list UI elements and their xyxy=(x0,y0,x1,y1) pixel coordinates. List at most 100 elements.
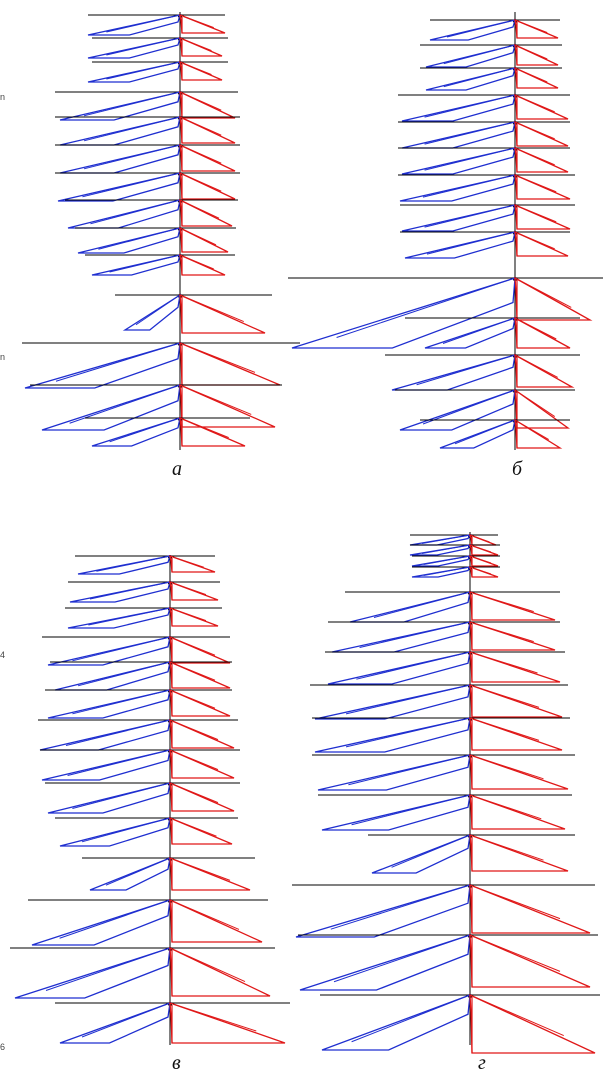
caption-b: б xyxy=(512,458,523,480)
panel-a-unit-9-right-diagonal xyxy=(179,227,217,246)
panel-a-unit-5-left-diagonal xyxy=(83,116,181,142)
panel-b-unit-12-right-diagonal xyxy=(514,354,558,378)
panel-a-unit-14-right-diagonal xyxy=(179,417,229,439)
panel-g-unit-3-right-diagonal xyxy=(469,555,492,564)
panel-g-unit-4-left-diagonal xyxy=(423,566,471,576)
panel-g-unit-14-left-polygon xyxy=(299,934,471,991)
panel-g-unit-4-right-diagonal xyxy=(469,566,492,575)
panel-b-unit-5-right-diagonal xyxy=(514,121,555,140)
panel-v-unit-14-left-polygon xyxy=(59,1002,171,1044)
panel-g-unit-15-left-diagonal xyxy=(351,994,471,1043)
panel-a-unit-12-left-polygon xyxy=(24,342,181,389)
panel-v-unit-6-left-polygon xyxy=(47,689,171,719)
panel-g-unit-2-left-diagonal xyxy=(421,544,471,554)
panel-v-unit-1-right-diagonal xyxy=(169,555,204,568)
panel-b-unit-7-right-diagonal xyxy=(514,174,557,193)
panel-b-unit-9-left-polygon xyxy=(404,231,516,259)
panel-b-unit-10-left-polygon xyxy=(291,277,516,349)
panel-v-unit-11-right-diagonal xyxy=(169,857,231,881)
side-mark-4: 6 xyxy=(0,1042,6,1052)
panel-a-unit-3-left-polygon xyxy=(87,61,181,83)
panel-v-unit-2-left-polygon xyxy=(69,581,171,603)
panel-a-unit-7-right-diagonal xyxy=(179,172,222,192)
panel-a-unit-3-right-diagonal xyxy=(179,61,212,76)
panel-g-unit-13-left-diagonal xyxy=(330,884,471,930)
panel-g-unit-1-left-diagonal xyxy=(421,534,471,544)
panel-b-unit-2-left-polygon xyxy=(425,44,516,68)
panel-v-unit-8-left-diagonal xyxy=(67,749,171,776)
panel-v-unit-4-right-diagonal xyxy=(169,636,216,656)
panel-v-unit-10-left-diagonal xyxy=(81,817,171,843)
panel-v-unit-11-left-diagonal xyxy=(105,857,171,886)
panel-a-unit-10-right-diagonal xyxy=(179,254,214,270)
panel-g-unit-8-right-diagonal xyxy=(469,684,540,708)
panel-b-unit-6-left-diagonal xyxy=(424,147,516,171)
panel-b-unit-7-left-diagonal xyxy=(422,174,516,198)
panel-a-unit-3-left-diagonal xyxy=(106,61,181,80)
panel-b-unit-5-left-diagonal xyxy=(424,121,516,145)
panel-b-unit-14-right-diagonal xyxy=(514,419,550,441)
panel-g-unit-5-right-diagonal xyxy=(469,591,534,613)
panel-g-unit-7-right-diagonal xyxy=(469,651,538,674)
panel-v-unit-9-left-diagonal xyxy=(72,782,171,809)
panel-v-unit-12-left-polygon xyxy=(31,899,171,946)
panel-g-unit-12-right-diagonal xyxy=(469,834,544,861)
panel-g-unit-7-left-polygon xyxy=(327,651,471,685)
panel-a-unit-14-left-diagonal xyxy=(109,417,181,443)
panel-a-unit-2-right-diagonal xyxy=(179,37,212,52)
panel-b-unit-3-left-polygon xyxy=(425,67,516,91)
panel-a-unit-8-left-diagonal xyxy=(90,199,181,225)
panel-a-unit-11-left-diagonal xyxy=(135,294,181,326)
panel-v-unit-4-left-diagonal xyxy=(72,636,171,662)
panel-v-unit-3-left-polygon xyxy=(67,607,171,629)
panel-a-unit-10-left-polygon xyxy=(91,254,181,276)
panel-g-unit-9-left-diagonal xyxy=(345,717,471,748)
panel-g-unit-6-right-diagonal xyxy=(469,621,534,643)
panel-v-unit-5-right-diagonal xyxy=(169,661,216,681)
panel-g-unit-14-left-diagonal xyxy=(333,934,471,983)
panel-v-unit-2-right-diagonal xyxy=(169,581,207,596)
panel-a-unit-8-right-diagonal xyxy=(179,199,220,219)
caption-g: г xyxy=(478,1052,486,1074)
side-mark-1: n xyxy=(0,92,6,102)
panel-v-unit-11-left-polygon xyxy=(89,856,171,891)
panel-g-unit-15-right-polygon xyxy=(469,993,596,1054)
panel-b-unit-13-left-diagonal xyxy=(422,389,516,425)
panel-v-unit-9-right-diagonal xyxy=(169,782,219,804)
panel-g-unit-10-right-diagonal xyxy=(469,754,544,780)
panel-a-unit-9-left-diagonal xyxy=(98,227,181,250)
panel-b-unit-3-right-diagonal xyxy=(514,67,548,83)
panel-a-unit-13-left-polygon xyxy=(41,384,181,431)
panel-g-unit-8-left-polygon xyxy=(314,684,471,720)
panel-a-unit-13-left-diagonal xyxy=(69,384,181,424)
panel-b-unit-10-right-diagonal xyxy=(514,277,572,308)
panel-b-unit-11-left-diagonal xyxy=(442,317,516,344)
panel-b-unit-8-left-diagonal xyxy=(424,204,516,228)
panel-b-unit-9-right-diagonal xyxy=(514,231,555,250)
panel-b-unit-11-right-diagonal xyxy=(514,317,557,340)
panel-a-unit-11-right-diagonal xyxy=(179,294,244,323)
panel-a-unit-1-left-diagonal xyxy=(106,14,181,33)
panel-b-unit-4-right-diagonal xyxy=(514,94,555,113)
panel-v-unit-7-left-diagonal xyxy=(65,719,171,746)
panel-b-unit-14-left-diagonal xyxy=(454,419,516,445)
panel-v-unit-14-left-diagonal xyxy=(81,1002,171,1038)
panel-g-unit-1-right-diagonal xyxy=(469,534,490,543)
panel-v-unit-12-left-diagonal xyxy=(59,899,171,939)
panel-g-unit-10-left-polygon xyxy=(317,754,471,791)
panel-a-unit-4-left-polygon xyxy=(59,91,181,121)
panel-v-unit-13-left-diagonal xyxy=(45,947,171,991)
panel-b-unit-2-left-diagonal xyxy=(443,44,516,65)
panel-b-unit-6-right-diagonal xyxy=(514,147,555,166)
panel-v-unit-13-right-diagonal xyxy=(169,947,246,983)
panel-a-unit-12-left-diagonal xyxy=(55,342,181,382)
panel-a-unit-2-left-diagonal xyxy=(106,37,181,56)
panel-a-unit-13-right-diagonal xyxy=(179,384,252,415)
panel-v-unit-8-left-polygon xyxy=(41,749,171,781)
panel-g-unit-12-left-diagonal xyxy=(391,834,471,868)
panel-b-unit-3-left-diagonal xyxy=(443,67,516,88)
panel-a-unit-7-left-polygon xyxy=(57,172,181,202)
panel-b-unit-13-right-diagonal xyxy=(514,389,556,418)
panel-a-unit-1-right-diagonal xyxy=(179,14,214,29)
